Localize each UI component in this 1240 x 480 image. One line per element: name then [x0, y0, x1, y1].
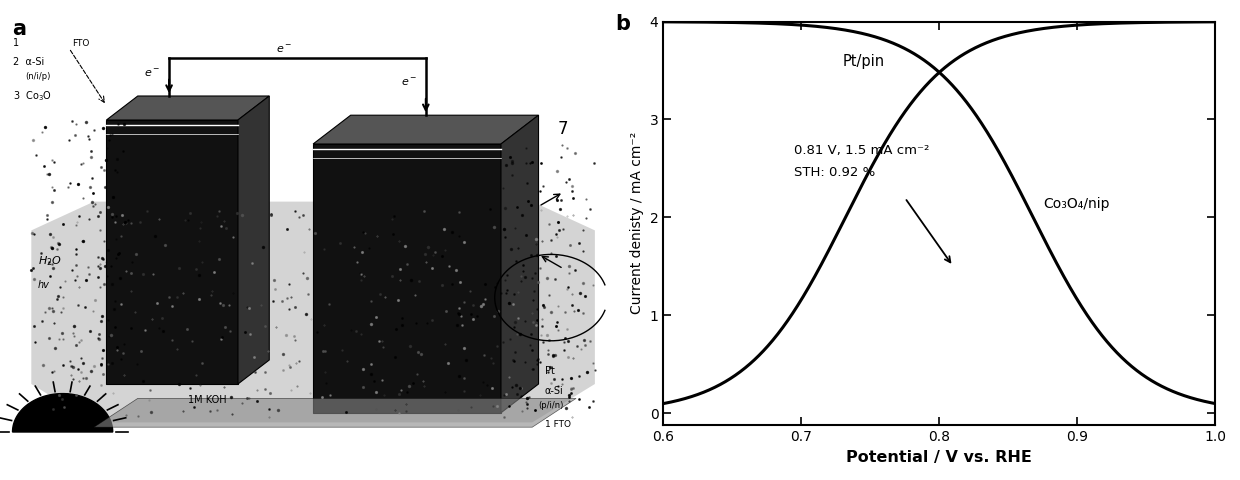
- Polygon shape: [107, 96, 269, 120]
- Text: α-Si: α-Si: [544, 385, 563, 396]
- Text: (n/i/p): (n/i/p): [25, 72, 51, 81]
- Text: 1 FTO: 1 FTO: [544, 420, 570, 429]
- Text: 2  α-Si: 2 α-Si: [12, 58, 43, 67]
- Polygon shape: [312, 115, 538, 144]
- Polygon shape: [12, 394, 113, 432]
- Text: e$^-$: e$^-$: [401, 77, 417, 88]
- Polygon shape: [312, 144, 501, 413]
- Text: a: a: [12, 19, 26, 39]
- Polygon shape: [31, 202, 595, 422]
- Text: STH: 0.92 %: STH: 0.92 %: [795, 166, 875, 179]
- Text: 3  Co$_3$O: 3 Co$_3$O: [12, 89, 52, 103]
- Text: b: b: [615, 13, 630, 34]
- Text: Co₃O₄/nip: Co₃O₄/nip: [1043, 196, 1110, 211]
- Text: hv: hv: [37, 280, 50, 290]
- Text: 7: 7: [557, 120, 568, 138]
- Polygon shape: [501, 115, 538, 413]
- Text: Pt/pin: Pt/pin: [843, 54, 885, 69]
- Text: FTO: FTO: [72, 39, 89, 48]
- Text: 6: 6: [53, 435, 63, 449]
- Text: e$^-$: e$^-$: [275, 44, 291, 55]
- Polygon shape: [94, 398, 577, 427]
- X-axis label: Potential / V vs. RHE: Potential / V vs. RHE: [847, 450, 1032, 465]
- Text: (p/i/n): (p/i/n): [538, 401, 564, 410]
- Text: Pt: Pt: [544, 366, 554, 376]
- Polygon shape: [107, 120, 238, 384]
- Text: 1: 1: [12, 38, 19, 48]
- Y-axis label: Current denisty / mA cm⁻²: Current denisty / mA cm⁻²: [630, 132, 644, 314]
- Polygon shape: [238, 96, 269, 384]
- Text: e$^-$: e$^-$: [144, 68, 160, 79]
- Text: 1M KOH: 1M KOH: [188, 395, 227, 405]
- Text: 0.81 V, 1.5 mA cm⁻²: 0.81 V, 1.5 mA cm⁻²: [795, 144, 930, 156]
- Text: H$_2$O: H$_2$O: [37, 254, 62, 268]
